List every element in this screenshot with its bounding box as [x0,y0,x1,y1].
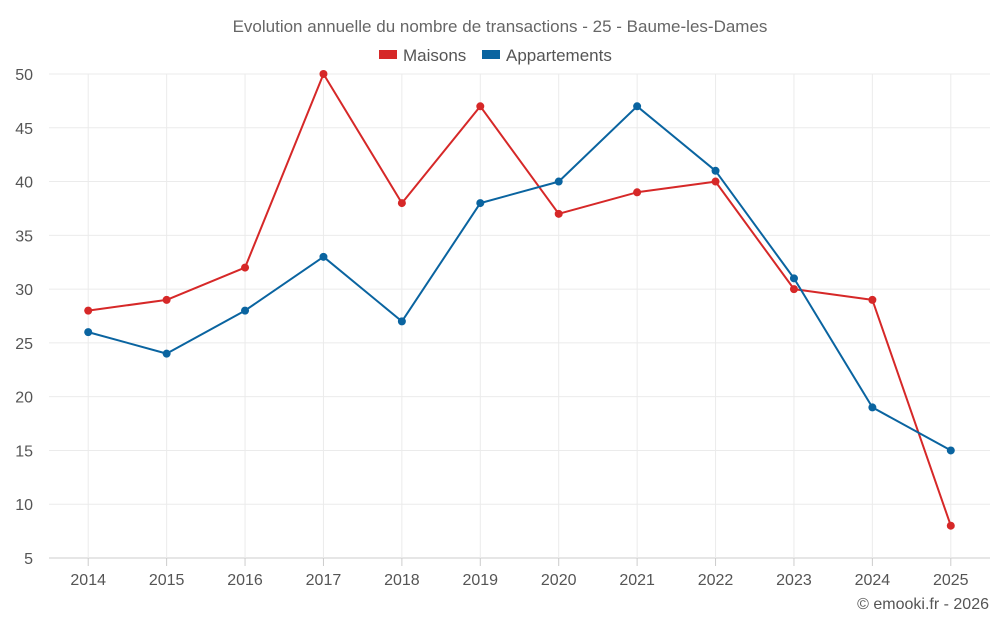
x-tick-label: 2024 [855,572,891,589]
legend-label-appartements[interactable]: Appartements [506,46,612,65]
data-point-appartements[interactable] [789,274,798,283]
data-point-appartements[interactable] [868,403,877,412]
data-point-appartements[interactable] [84,328,93,337]
credit-text: © emooki.fr - 2026 [857,596,989,613]
x-tick-label: 2023 [776,572,812,589]
x-tick-label: 2014 [70,572,106,589]
data-point-appartements[interactable] [633,102,642,111]
data-point-maisons[interactable] [789,285,798,294]
data-point-maisons[interactable] [319,70,328,78]
x-axis: 2014 2015 2016 2017 2018 2019 2020 2021 2022 2023… [70,558,969,589]
data-point-maisons[interactable] [554,209,563,218]
y-axis: 5 10 15 20 25 30 35 40 45 50 [15,67,33,568]
legend: Maisons Appartements [379,46,612,65]
data-point-appartements[interactable] [946,446,955,455]
data-point-maisons[interactable] [868,295,877,304]
data-point-appartements[interactable] [241,306,250,315]
y-tick-label: 10 [15,497,33,514]
data-point-appartements[interactable] [554,177,563,186]
y-tick-label: 15 [15,443,33,460]
legend-label-maisons[interactable]: Maisons [403,46,466,65]
data-point-maisons[interactable] [476,102,485,111]
y-tick-label: 25 [15,336,33,353]
x-tick-label: 2017 [306,572,342,589]
chart-title: Evolution annuelle du nombre de transact… [233,17,768,36]
data-point-maisons[interactable] [84,306,93,315]
legend-swatch-appartements [482,50,500,59]
y-tick-label: 30 [15,282,33,299]
data-point-appartements[interactable] [162,349,171,358]
x-tick-label: 2018 [384,572,420,589]
y-tick-label: 40 [15,175,33,192]
series-line-maisons [88,73,952,527]
x-tick-label: 2019 [462,572,498,589]
data-point-maisons[interactable] [711,177,720,186]
data-point-maisons[interactable] [397,199,406,208]
x-tick-label: 2020 [541,572,577,589]
y-tick-label: 5 [24,551,33,568]
x-tick-label: 2022 [698,572,734,589]
legend-swatch-maisons [379,50,397,59]
x-tick-label: 2016 [227,572,263,589]
x-tick-label: 2021 [619,572,655,589]
x-tick-label: 2015 [149,572,185,589]
series-line-appartements [87,105,952,452]
data-point-maisons[interactable] [633,188,642,197]
data-point-maisons[interactable] [946,521,955,530]
y-tick-label: 35 [15,228,33,245]
data-point-appartements[interactable] [711,166,720,175]
y-tick-label: 45 [15,121,33,138]
data-point-appartements[interactable] [319,252,328,261]
grid [49,73,990,559]
data-point-appartements[interactable] [397,317,406,326]
y-tick-label: 20 [15,390,33,407]
x-tick-label: 2025 [933,572,969,589]
data-point-appartements[interactable] [476,199,485,208]
y-tick-label: 50 [15,67,33,84]
series-group [84,70,955,530]
data-point-maisons[interactable] [241,263,250,272]
data-point-maisons[interactable] [162,295,171,304]
